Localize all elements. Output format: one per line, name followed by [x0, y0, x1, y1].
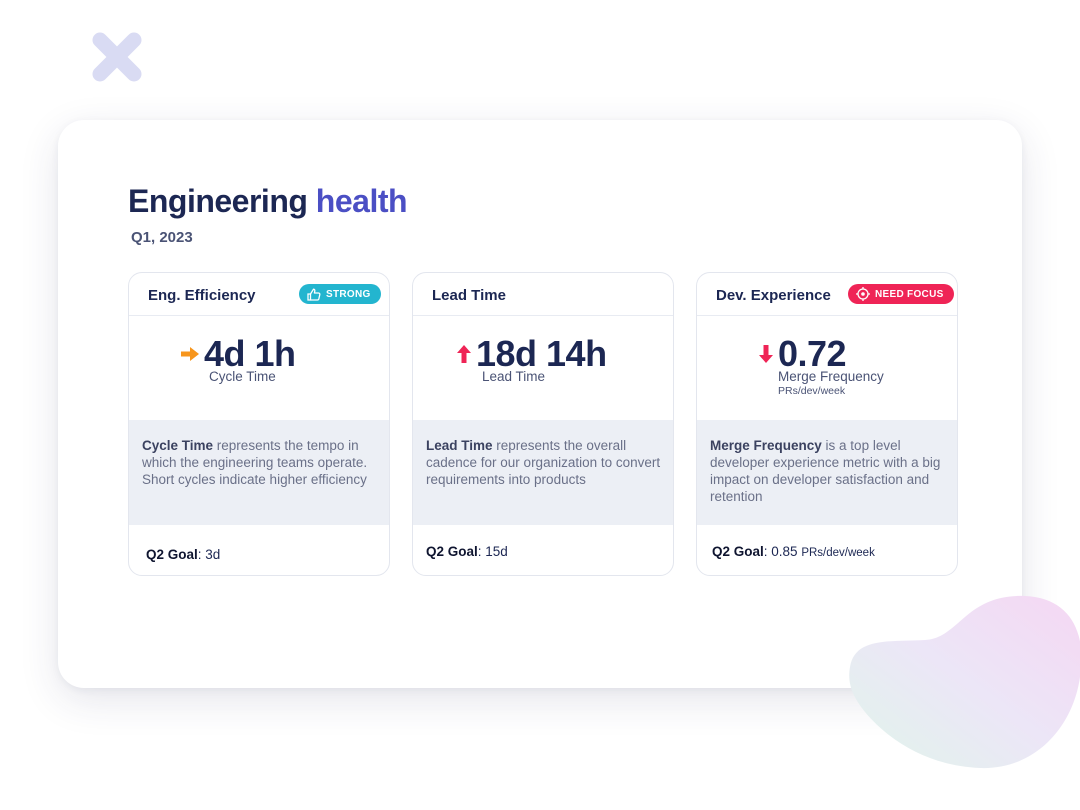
status-badge-strong: STRONG: [299, 284, 381, 304]
metric-description: Lead Time represents the overall cadence…: [413, 420, 673, 525]
metric-description: Cycle Time represents the tempo in which…: [129, 420, 389, 525]
gradient-blob-decoration: [849, 595, 1080, 769]
metric-unit: PRs/dev/week: [778, 385, 846, 397]
metric-value: 0.72: [778, 333, 847, 374]
thumbs-up-icon: [307, 288, 321, 301]
status-badge-need-focus: NEED FOCUS: [848, 284, 954, 304]
card-header: Lead Time: [413, 273, 673, 316]
arrow-up-icon: [457, 345, 471, 363]
card-header: Dev. Experience NEED FOCUS: [697, 273, 957, 316]
card-title: Eng. Efficiency: [148, 287, 256, 304]
metric-value-row: 0.72: [759, 333, 847, 375]
metric-value-row: 4d 1h: [181, 333, 296, 375]
goal-row: Q2 Goal: 3d: [146, 547, 221, 562]
goal-row: Q2 Goal: 0.85 PRs/dev/week: [712, 544, 875, 559]
metric-value: 18d 14h: [476, 333, 607, 374]
metric-description: Merge Frequency is a top level developer…: [697, 420, 957, 525]
card-eng-efficiency: Eng. Efficiency STRONG 4d 1h Cycle Time …: [128, 272, 390, 576]
card-header: Eng. Efficiency STRONG: [129, 273, 389, 316]
metric-value: 4d 1h: [204, 333, 296, 374]
card-dev-experience: Dev. Experience NEED FOCUS 0.72 Merge Fr…: [696, 272, 958, 576]
metric-label: Cycle Time: [209, 369, 276, 384]
metric-label: Merge Frequency: [778, 369, 884, 384]
arrow-right-icon: [181, 347, 199, 361]
arrow-down-icon: [759, 345, 773, 363]
card-title: Lead Time: [432, 287, 506, 304]
period-label: Q1, 2023: [131, 229, 193, 246]
goal-row: Q2 Goal: 15d: [426, 544, 508, 559]
x-decoration-icon: [92, 32, 142, 82]
metric-label: Lead Time: [482, 369, 546, 384]
card-title: Dev. Experience: [716, 287, 831, 304]
card-lead-time: Lead Time 18d 14h Lead Time Lead Time re…: [412, 272, 674, 576]
page-title: Engineering health: [128, 183, 408, 219]
target-icon: [856, 287, 870, 301]
metric-value-row: 18d 14h: [457, 333, 607, 375]
